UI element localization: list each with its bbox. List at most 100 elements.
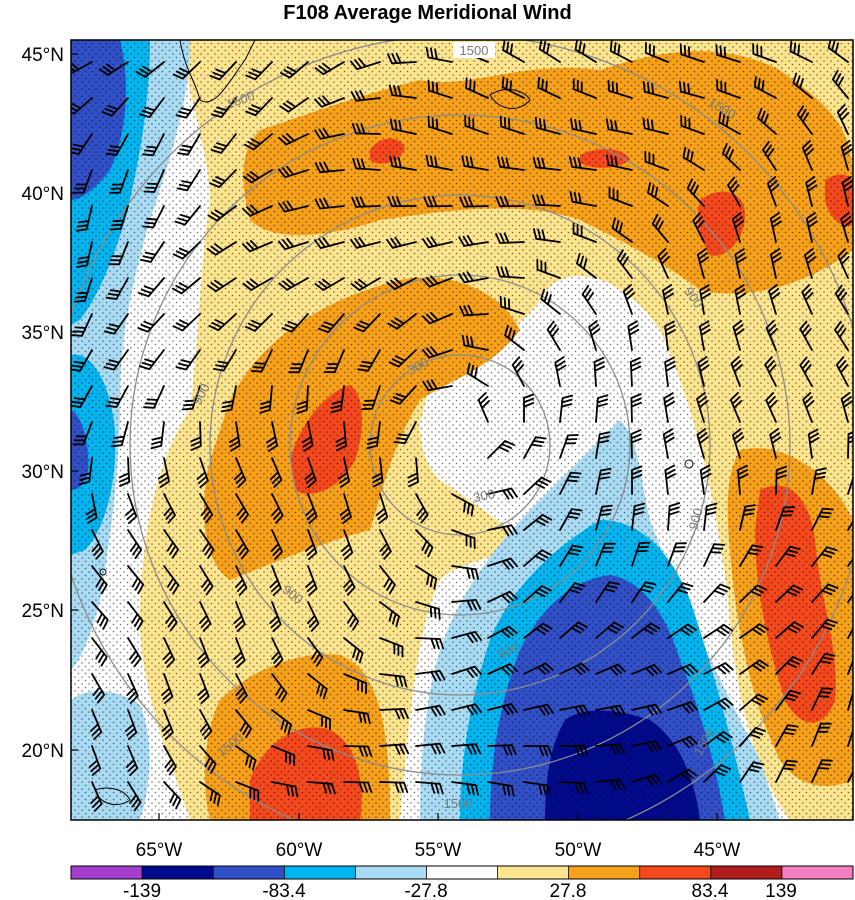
wind-barb — [350, 57, 381, 71]
wind-barb — [497, 156, 525, 171]
island-bermuda-west — [99, 568, 107, 576]
wind-barb — [622, 284, 635, 315]
wind-barb — [664, 320, 676, 351]
wind-barb — [211, 97, 237, 118]
wind-barb — [288, 349, 309, 374]
wind-barb — [174, 205, 201, 226]
wind-barb — [459, 304, 489, 317]
wind-barb — [523, 549, 552, 567]
wind-barb — [729, 392, 743, 423]
wind-barb — [459, 196, 489, 208]
wind-barb — [235, 709, 252, 739]
island-southwest — [94, 787, 131, 806]
wind-barb — [835, 356, 849, 387]
wind-barb — [840, 140, 853, 171]
wind-barb — [91, 673, 105, 704]
wind-barb — [487, 524, 518, 537]
wind-barb — [103, 313, 129, 335]
wind-barb — [137, 313, 165, 333]
wind-barb — [757, 107, 777, 135]
wind-barb — [775, 759, 798, 783]
wind-barb — [307, 745, 335, 761]
wind-barb — [138, 277, 165, 298]
wind-barb — [487, 487, 518, 500]
wind-barb — [568, 156, 597, 171]
lat-label-20n: 20°N — [22, 741, 64, 762]
wind-barb — [737, 464, 749, 495]
wind-barb — [487, 557, 519, 570]
wind-barb — [415, 781, 444, 795]
wind-barb — [532, 194, 561, 207]
wind-barb — [101, 97, 129, 117]
wind-barb — [559, 582, 586, 603]
wind-barb — [559, 394, 574, 423]
wind-barb — [534, 116, 561, 135]
wind-barb — [199, 493, 214, 524]
wind-barb — [559, 621, 588, 639]
wind-barb — [181, 385, 201, 411]
wind-barb — [608, 186, 633, 207]
wind-barb — [595, 778, 626, 791]
wind-barb — [465, 77, 489, 99]
wind-barb — [595, 704, 626, 717]
wind-barb — [242, 277, 273, 291]
wind-barb — [278, 133, 309, 146]
wind-barb — [143, 169, 165, 193]
wind-barb — [318, 313, 345, 333]
wind-barb — [235, 493, 249, 524]
wind-barb — [163, 565, 180, 595]
wind-barb — [142, 205, 165, 229]
wind-barb — [631, 622, 661, 639]
wind-barb — [523, 393, 535, 423]
wind-barb — [379, 601, 400, 627]
wind-barb — [642, 81, 669, 99]
wind-barb — [71, 313, 93, 337]
wind-barb — [451, 631, 482, 644]
wind-barb — [85, 493, 98, 524]
wind-barb — [235, 565, 248, 596]
wind-barb — [523, 585, 552, 603]
wind-barb — [138, 97, 165, 118]
wind-barb — [678, 80, 705, 99]
wind-barb — [572, 222, 597, 243]
wind-barb — [330, 385, 345, 414]
wind-barb — [388, 84, 417, 99]
wind-barb — [353, 313, 381, 333]
wind-barb — [135, 61, 165, 78]
wind-barb — [451, 665, 483, 678]
wind-barb — [595, 504, 613, 531]
wind-barb — [350, 236, 381, 249]
wind-barb — [686, 178, 705, 207]
wind-barb — [415, 742, 446, 755]
wind-barb — [244, 133, 273, 151]
wind-barb — [696, 428, 709, 459]
wind-barb — [210, 133, 237, 154]
wind-barb — [532, 156, 561, 171]
wind-barb — [343, 673, 368, 695]
wind-barb — [244, 313, 273, 332]
wind-barb — [234, 457, 247, 488]
wind-barb — [163, 601, 178, 632]
wind-barb — [752, 43, 777, 63]
wind-barb — [235, 673, 248, 704]
wind-barb — [71, 133, 93, 155]
wind-barb — [343, 637, 364, 664]
wind-barb — [271, 637, 284, 668]
wind-barb — [642, 117, 669, 135]
wind-barb — [271, 745, 296, 766]
colorbar-swatch-3 — [284, 866, 356, 879]
colorbar-label-3: 27.8 — [550, 881, 587, 900]
wind-barb — [343, 565, 356, 596]
wind-barb — [540, 288, 561, 315]
wind-barb — [350, 90, 381, 102]
wind-barb — [127, 637, 142, 668]
wind-barb — [606, 154, 633, 171]
wind-barb — [811, 507, 834, 531]
wind-barb — [314, 197, 345, 210]
wind-barb — [352, 158, 381, 171]
wind-barb — [98, 61, 129, 76]
wind-barb — [554, 356, 567, 387]
wind-barb — [343, 601, 360, 631]
wind-barb — [307, 781, 336, 795]
wind-barb — [487, 440, 515, 459]
